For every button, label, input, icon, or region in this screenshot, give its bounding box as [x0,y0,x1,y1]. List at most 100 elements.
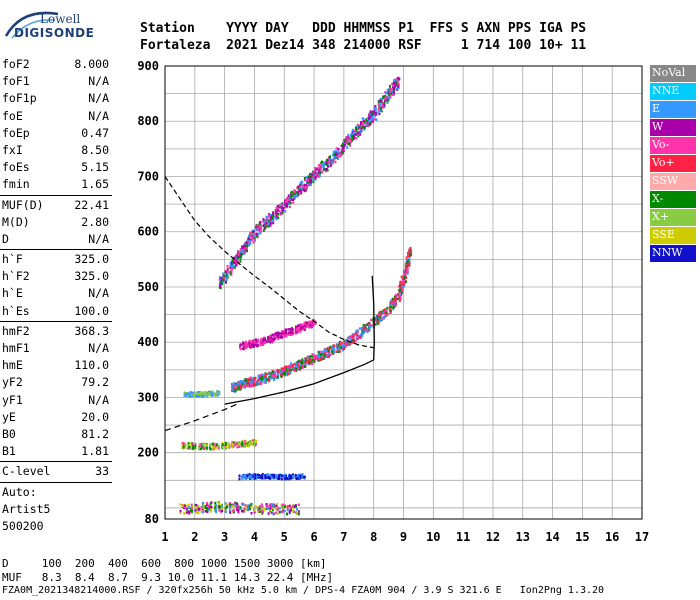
echo-point [250,341,253,344]
echo-point [310,172,313,175]
echo-point [349,341,352,345]
echo-point [281,331,283,335]
echo-point [273,378,275,382]
echo-point [392,91,395,94]
echo-point [272,221,275,225]
echo-point [216,443,218,446]
echo-point [331,350,333,353]
echo-point [304,357,307,360]
echo-point [280,367,283,370]
echo-point [187,503,190,507]
x-tick-label: 4 [251,530,258,544]
echo-point [187,510,190,513]
echo-point [321,171,323,174]
echo-point [241,441,244,444]
echo-point [221,278,224,281]
echo-point [257,382,260,385]
param-value: 79.2 [81,375,109,390]
echo-point [399,297,402,300]
echo-point [284,372,287,375]
echo-point [249,376,252,379]
echo-point [407,259,409,262]
echo-point [280,474,283,478]
echo-point [248,443,251,446]
echo-point [384,315,386,319]
echo-point [321,163,323,167]
echo-point [250,380,252,384]
echo-point [197,505,200,508]
echo-point [342,149,345,153]
echo-point [267,512,270,515]
echo-point [256,340,259,343]
echo-point [271,333,274,337]
echo-point [253,238,256,241]
echo-point [185,507,188,511]
echo-point [359,336,362,339]
echo-point [206,501,209,505]
echo-point [260,338,263,341]
legend-item: E [650,101,696,118]
echo-point [301,360,304,363]
echo-point [293,194,296,198]
echo-point [392,307,395,311]
echo-point [380,105,383,109]
parameter-panel: foF2 8.000 foF1 N/A foF1p N/A foE N/A foEp 0.47 fx… [0,56,112,535]
echo-point [210,501,213,504]
echo-point [290,368,293,372]
echo-point [234,442,237,446]
echo-point [304,363,307,366]
echo-point [239,347,242,351]
echo-point [252,230,255,233]
echo-point [322,357,325,360]
echo-point [286,200,289,204]
echo-point [372,117,375,121]
echo-point [356,123,359,127]
echo-point [244,249,247,252]
echo-point [249,238,252,242]
echo-point [242,347,244,350]
echo-point [220,503,222,507]
echo-point [311,353,314,356]
echo-point [242,246,245,250]
echo-point [314,171,317,174]
echo-point [253,510,256,514]
echo-point [214,501,217,505]
echo-point [240,383,243,387]
echo-point [388,96,391,100]
y-tick-label: 400 [137,335,159,349]
echo-point [326,354,329,358]
param-value: 100.0 [74,303,109,318]
echo-point [289,333,292,337]
echo-point [306,356,309,359]
echo-point [281,336,283,339]
param-value: 1.65 [81,177,109,192]
echo-point [207,392,210,395]
echo-point [374,316,377,320]
echo-point [397,80,400,83]
echo-point [288,367,291,370]
echo-point [205,446,208,450]
echo-point [198,443,201,446]
echo-point [197,391,199,394]
echo-point [197,511,200,514]
echo-point [265,224,268,228]
echo-point [380,313,383,317]
param-row: fxI 8.50 [0,142,112,159]
echo-point [246,241,249,245]
echo-point [383,309,386,313]
echo-point [285,335,288,338]
param-text: Auto: [2,484,37,499]
echo-point [408,248,411,252]
echo-point [356,329,359,332]
echo-point [398,289,401,292]
echo-point [295,327,298,331]
echo-point [345,139,348,142]
echo-point [366,330,369,334]
echo-point [377,107,380,111]
echo-point [297,473,300,477]
echo-point [297,193,300,196]
echo-point [233,257,236,260]
echo-point [360,129,363,133]
echo-point [355,127,358,131]
echo-point [249,240,252,243]
